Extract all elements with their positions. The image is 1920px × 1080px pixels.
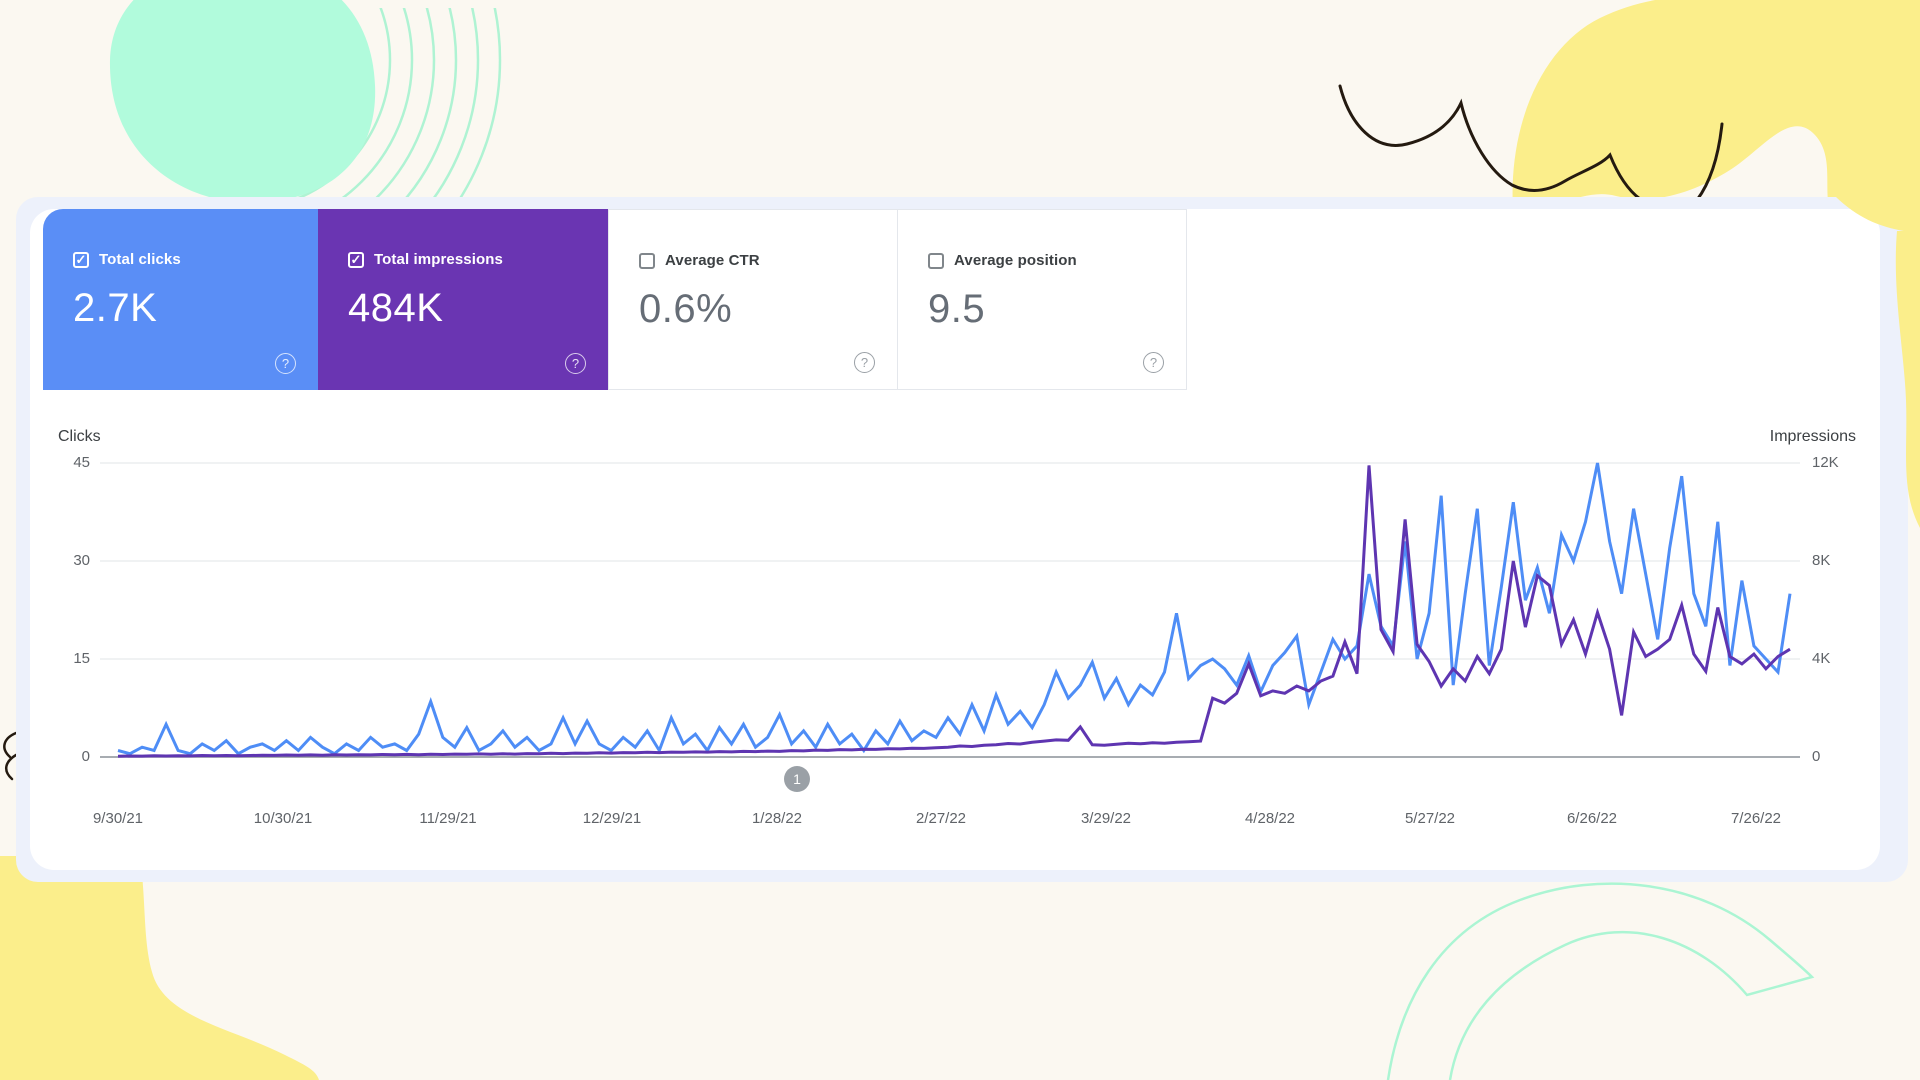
average-position-value: 9.5 [928,287,986,331]
average-position-card[interactable]: Average position 9.5 ? [897,209,1187,390]
average-ctr-label: Average CTR [665,252,760,269]
x-axis-label: 1/28/22 [751,810,803,827]
right-axis-tick: 12K [1812,454,1839,471]
help-icon[interactable]: ? [565,353,586,374]
yellow-blob-bottom-left [0,856,319,1080]
x-axis-label: 11/29/21 [419,810,477,827]
x-axis-label: 3/29/22 [1080,810,1132,827]
black-squiggle-decoration [1338,84,1724,202]
annotation-marker[interactable]: 1 [784,766,810,792]
left-axis-title: Clicks [58,428,101,445]
left-axis-tick: 0 [81,748,90,765]
impressions-line [117,465,1791,758]
x-axis-label: 4/28/22 [1244,810,1296,827]
x-axis-label: 7/26/22 [1730,810,1782,827]
black-marks-left-decoration [3,731,18,781]
average-position-checkbox[interactable] [928,252,944,269]
metric-cards: ✓ Total clicks 2.7K ? ✓ Total impression… [43,209,1187,390]
total-impressions-value: 484K [348,286,444,330]
average-ctr-header: Average CTR [639,252,897,269]
right-axis-tick: 8K [1812,552,1831,569]
yellow-blob-top-right [1512,0,1920,253]
right-axis-title: Impressions [1769,428,1856,445]
average-position-header: Average position [928,252,1186,269]
total-impressions-checkbox[interactable]: ✓ [348,251,364,268]
total-impressions-header: ✓ Total impressions [348,251,608,268]
mint-arc-decoration [1386,882,1815,1080]
total-clicks-checkbox[interactable]: ✓ [73,251,89,268]
average-ctr-checkbox[interactable] [639,252,655,269]
average-ctr-value: 0.6% [639,287,733,331]
help-icon[interactable]: ? [275,353,296,374]
help-icon[interactable]: ? [1143,352,1164,373]
left-axis-tick: 30 [73,552,90,569]
x-axis-label: 9/30/21 [92,810,144,827]
total-clicks-card[interactable]: ✓ Total clicks 2.7K ? [43,209,318,390]
mint-blob-decoration [109,0,376,203]
total-clicks-header: ✓ Total clicks [73,251,318,268]
total-clicks-label: Total clicks [99,251,181,268]
total-clicks-value: 2.7K [73,286,158,330]
total-impressions-card[interactable]: ✓ Total impressions 484K ? [318,209,608,390]
x-axis-label: 6/26/22 [1566,810,1618,827]
x-axis-label: 5/27/22 [1404,810,1456,827]
total-impressions-label: Total impressions [374,251,503,268]
x-axis-label: 10/30/21 [253,810,313,827]
average-ctr-card[interactable]: Average CTR 0.6% ? [608,209,898,390]
clicks-line [117,462,1792,756]
right-axis-tick: 4K [1812,650,1831,667]
help-icon[interactable]: ? [854,352,875,373]
right-axis-tick: 0 [1812,748,1821,765]
x-axis-label: 2/27/22 [915,810,967,827]
x-axis-label: 12/29/21 [582,810,642,827]
left-axis-tick: 45 [73,454,90,471]
average-position-label: Average position [954,252,1077,269]
left-axis-tick: 15 [73,650,90,667]
